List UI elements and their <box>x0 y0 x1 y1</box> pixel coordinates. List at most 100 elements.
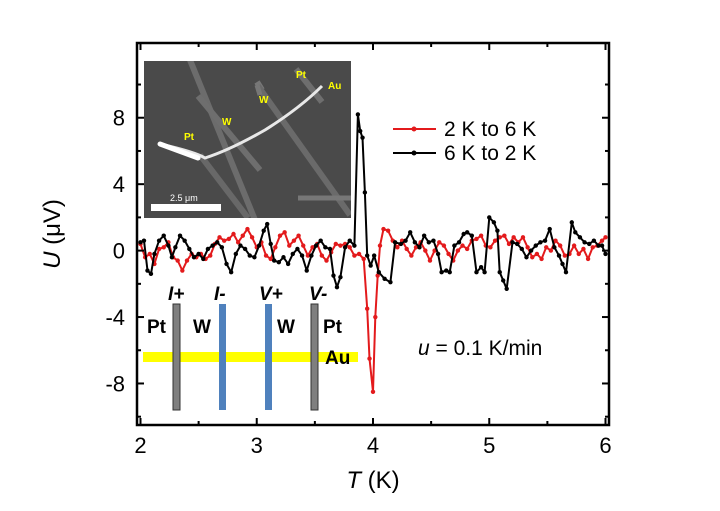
legend-label-6k-to-2k: 6 K to 2 K <box>444 142 536 165</box>
data-point <box>360 135 365 140</box>
data-point <box>587 241 592 247</box>
data-point <box>576 251 581 257</box>
contact-w-left <box>219 304 226 410</box>
data-point <box>256 243 262 248</box>
contact-w-right <box>265 304 272 410</box>
data-point <box>460 243 465 248</box>
data-point <box>205 246 211 252</box>
inset-sem-image: Pt W W Pt Au 2.5 μm <box>144 61 351 218</box>
data-point <box>398 241 404 247</box>
data-point <box>488 245 493 250</box>
data-point <box>265 221 270 227</box>
data-point <box>364 253 370 258</box>
data-point <box>547 226 552 232</box>
data-point <box>504 286 509 292</box>
data-point <box>367 356 372 361</box>
y-tick-label: 0 <box>113 239 125 264</box>
label-pt: Pt <box>323 317 343 338</box>
data-point <box>437 240 442 245</box>
data-point <box>333 241 338 247</box>
data-point <box>582 240 587 245</box>
data-point <box>446 251 451 257</box>
data-point <box>247 253 252 258</box>
data-point <box>524 255 529 260</box>
data-point <box>173 245 178 250</box>
data-point <box>358 128 363 134</box>
data-point <box>182 238 187 243</box>
data-point <box>364 306 370 311</box>
data-point <box>596 243 601 248</box>
data-point <box>395 245 400 250</box>
data-point <box>191 255 197 260</box>
data-point <box>408 230 413 235</box>
data-point <box>268 256 273 262</box>
data-point <box>263 253 269 258</box>
data-point <box>412 240 418 245</box>
data-point <box>161 245 166 250</box>
data-point <box>271 258 277 263</box>
plot-area: 2 3 4 5 6 -8 -4 0 4 8 <box>105 41 612 458</box>
data-point <box>474 270 479 275</box>
data-point <box>371 253 377 258</box>
data-point <box>461 231 466 237</box>
data-point <box>544 245 549 250</box>
data-point <box>347 238 352 243</box>
data-point <box>560 261 565 267</box>
data-point <box>456 240 462 245</box>
data-point <box>381 226 386 232</box>
x-tick-label: 5 <box>483 433 495 458</box>
x-tick-label: 6 <box>599 433 611 458</box>
y-axis-symbol: U <box>39 251 66 269</box>
data-point <box>277 233 283 238</box>
data-point <box>590 245 595 250</box>
data-point <box>497 270 502 275</box>
data-point <box>273 245 278 250</box>
data-point <box>141 238 147 243</box>
data-point <box>319 253 325 258</box>
data-point <box>447 270 452 275</box>
data-point <box>487 215 492 220</box>
data-point <box>196 251 201 257</box>
data-point <box>375 273 380 278</box>
data-point <box>373 314 378 320</box>
data-point <box>368 263 373 268</box>
data-point <box>261 228 266 233</box>
y-tick-label: -8 <box>105 371 125 396</box>
contact-pt-right <box>310 303 319 411</box>
data-point <box>282 230 287 235</box>
data-point <box>382 276 387 282</box>
data-point <box>553 238 558 243</box>
data-point <box>510 240 515 245</box>
data-point <box>304 268 309 273</box>
data-point <box>530 255 535 260</box>
data-point <box>327 246 333 252</box>
data-point <box>388 279 393 285</box>
data-point <box>491 220 497 225</box>
data-point <box>305 253 311 258</box>
x-axis-label: T (K) <box>346 467 399 494</box>
data-point <box>548 248 554 253</box>
data-point <box>599 243 605 248</box>
data-point <box>603 235 608 240</box>
scale-bar-label: 2.5 μm <box>170 193 198 203</box>
data-point <box>228 270 234 275</box>
data-point <box>502 233 507 238</box>
data-point <box>495 228 500 233</box>
data-point <box>435 251 441 257</box>
inset-label-w: W <box>259 95 269 106</box>
x-axis-unit: (K) <box>361 467 400 494</box>
data-point <box>295 246 300 252</box>
sweep-rate-annotation: u = 0.1 K/min <box>418 337 542 360</box>
data-point <box>152 251 157 257</box>
data-point <box>184 258 190 263</box>
data-point <box>573 230 578 235</box>
data-point <box>180 268 185 273</box>
inset-label-w: W <box>222 117 232 128</box>
data-point <box>324 258 329 263</box>
data-point <box>166 243 171 248</box>
data-point <box>301 243 306 248</box>
data-point <box>482 270 487 275</box>
data-point <box>427 258 433 263</box>
x-tick-label: 3 <box>251 433 263 458</box>
